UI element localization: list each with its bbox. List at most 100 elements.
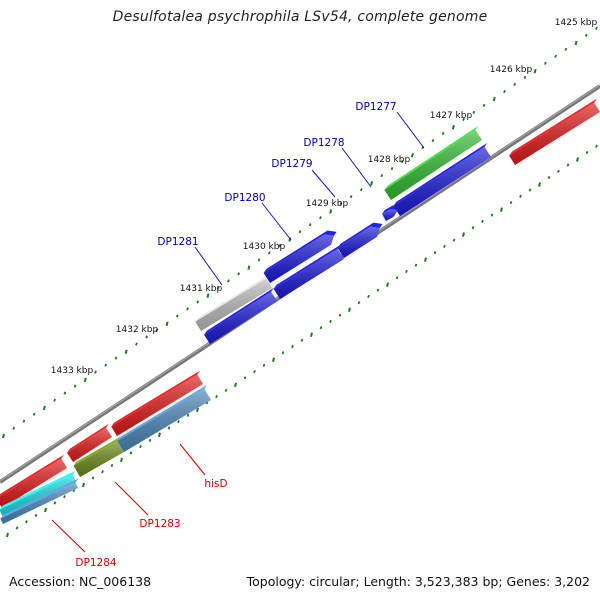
olive-gene — [73, 436, 124, 477]
accession-text: Accession: NC_006138 — [9, 574, 152, 589]
tick-mark — [120, 457, 123, 463]
blue-gene-b — [204, 287, 277, 344]
tick-mark — [386, 282, 389, 287]
gene-label: DP1278 — [303, 137, 344, 149]
tick-mark — [42, 405, 46, 411]
tick-mark — [367, 294, 370, 299]
leader-line — [341, 147, 372, 188]
tick-mark — [357, 301, 361, 305]
tick-mark — [34, 513, 38, 518]
tick-mark — [544, 61, 547, 65]
grey-feature — [195, 274, 272, 331]
tick-mark — [53, 501, 57, 505]
tick-mark — [101, 470, 104, 474]
tick-mark — [167, 426, 171, 430]
tick-mark — [6, 532, 9, 538]
tick-mark — [433, 251, 437, 255]
tick-mark — [538, 182, 541, 187]
tick-mark — [206, 293, 210, 298]
tick-mark — [500, 207, 503, 212]
tick-mark — [22, 419, 26, 423]
tick-mark — [574, 40, 578, 46]
tick-mark — [82, 482, 85, 488]
tick-mark — [431, 138, 435, 143]
tick-mark — [348, 307, 351, 312]
tick-mark — [175, 314, 179, 318]
tick-mark — [349, 195, 353, 199]
tick-mark — [519, 194, 522, 198]
tick-mark — [481, 219, 484, 223]
tick-mark — [196, 407, 199, 413]
tick-mark — [110, 463, 114, 467]
blue-gene-a — [263, 230, 337, 283]
gene-label: DP1277 — [355, 101, 396, 113]
tick-mark — [32, 412, 36, 416]
tick-mark — [129, 451, 133, 455]
tick-mark — [15, 526, 19, 530]
tick-mark — [94, 370, 97, 374]
tick-mark — [177, 420, 180, 424]
cyan-gene — [0, 470, 76, 517]
scale-label: 1431 kbp — [180, 284, 223, 294]
tick-mark — [148, 438, 152, 442]
tick-mark — [395, 276, 399, 280]
tick-mark — [224, 388, 228, 392]
tick-mark — [262, 363, 266, 367]
leader-line — [396, 111, 425, 149]
tick-mark — [267, 251, 271, 255]
gene-label: hisD — [204, 478, 227, 490]
tick-mark — [360, 188, 363, 192]
label-leaders — [51, 111, 425, 553]
tick-mark — [472, 110, 476, 115]
tick-mark — [237, 272, 240, 276]
tick-mark — [73, 384, 77, 388]
tick-mark — [155, 328, 159, 332]
tick-mark — [53, 398, 56, 402]
tick-mark — [329, 319, 332, 324]
tick-mark — [376, 288, 380, 292]
tick-mark — [253, 369, 256, 374]
tick-mark — [319, 326, 323, 330]
tick-mark — [158, 432, 161, 438]
tick-mark — [414, 263, 418, 267]
leader-line — [179, 443, 206, 476]
tick-mark — [44, 507, 47, 513]
tick-mark — [523, 75, 527, 79]
green-gene — [384, 125, 482, 200]
leader-line — [194, 246, 223, 286]
tick-mark — [308, 223, 312, 227]
leader-line — [51, 519, 86, 553]
map-title: Desulfotalea psychrophila LSv54, complet… — [112, 9, 488, 25]
tick-mark — [2, 433, 5, 439]
tick-mark — [576, 157, 579, 162]
gene-label: DP1280 — [224, 192, 265, 204]
tick-mark — [595, 144, 598, 148]
steelblue-gene-a — [0, 478, 79, 524]
tick-mark — [12, 426, 16, 430]
tick-mark — [452, 238, 456, 242]
leader-line — [311, 169, 336, 198]
tick-mark — [564, 47, 568, 51]
tick-mark — [380, 174, 384, 178]
gene-label: DP1279 — [271, 158, 312, 170]
tick-mark — [424, 257, 427, 262]
tick-mark — [509, 200, 513, 205]
scale-label: 1433 kbp — [51, 366, 94, 376]
tick-mark — [124, 349, 128, 355]
genome-summary-text: Topology: circular; Length: 3,523,383 bp… — [246, 574, 590, 589]
scale-label: 1432 kbp — [116, 325, 159, 335]
gene-label: DP1281 — [157, 236, 198, 248]
tick-mark — [278, 244, 281, 248]
red-gene-b — [67, 423, 112, 462]
tick-mark — [490, 213, 494, 217]
scale-label: 1426 kbp — [490, 65, 533, 75]
blue-gene-d — [337, 222, 383, 258]
tick-mark — [492, 96, 496, 102]
leader-line — [261, 202, 292, 241]
tick-mark — [234, 382, 237, 388]
tick-mark — [585, 150, 589, 155]
tick-mark — [405, 269, 408, 273]
tick-mark — [215, 394, 218, 399]
tick-mark — [554, 54, 557, 58]
tick-mark — [243, 376, 247, 380]
